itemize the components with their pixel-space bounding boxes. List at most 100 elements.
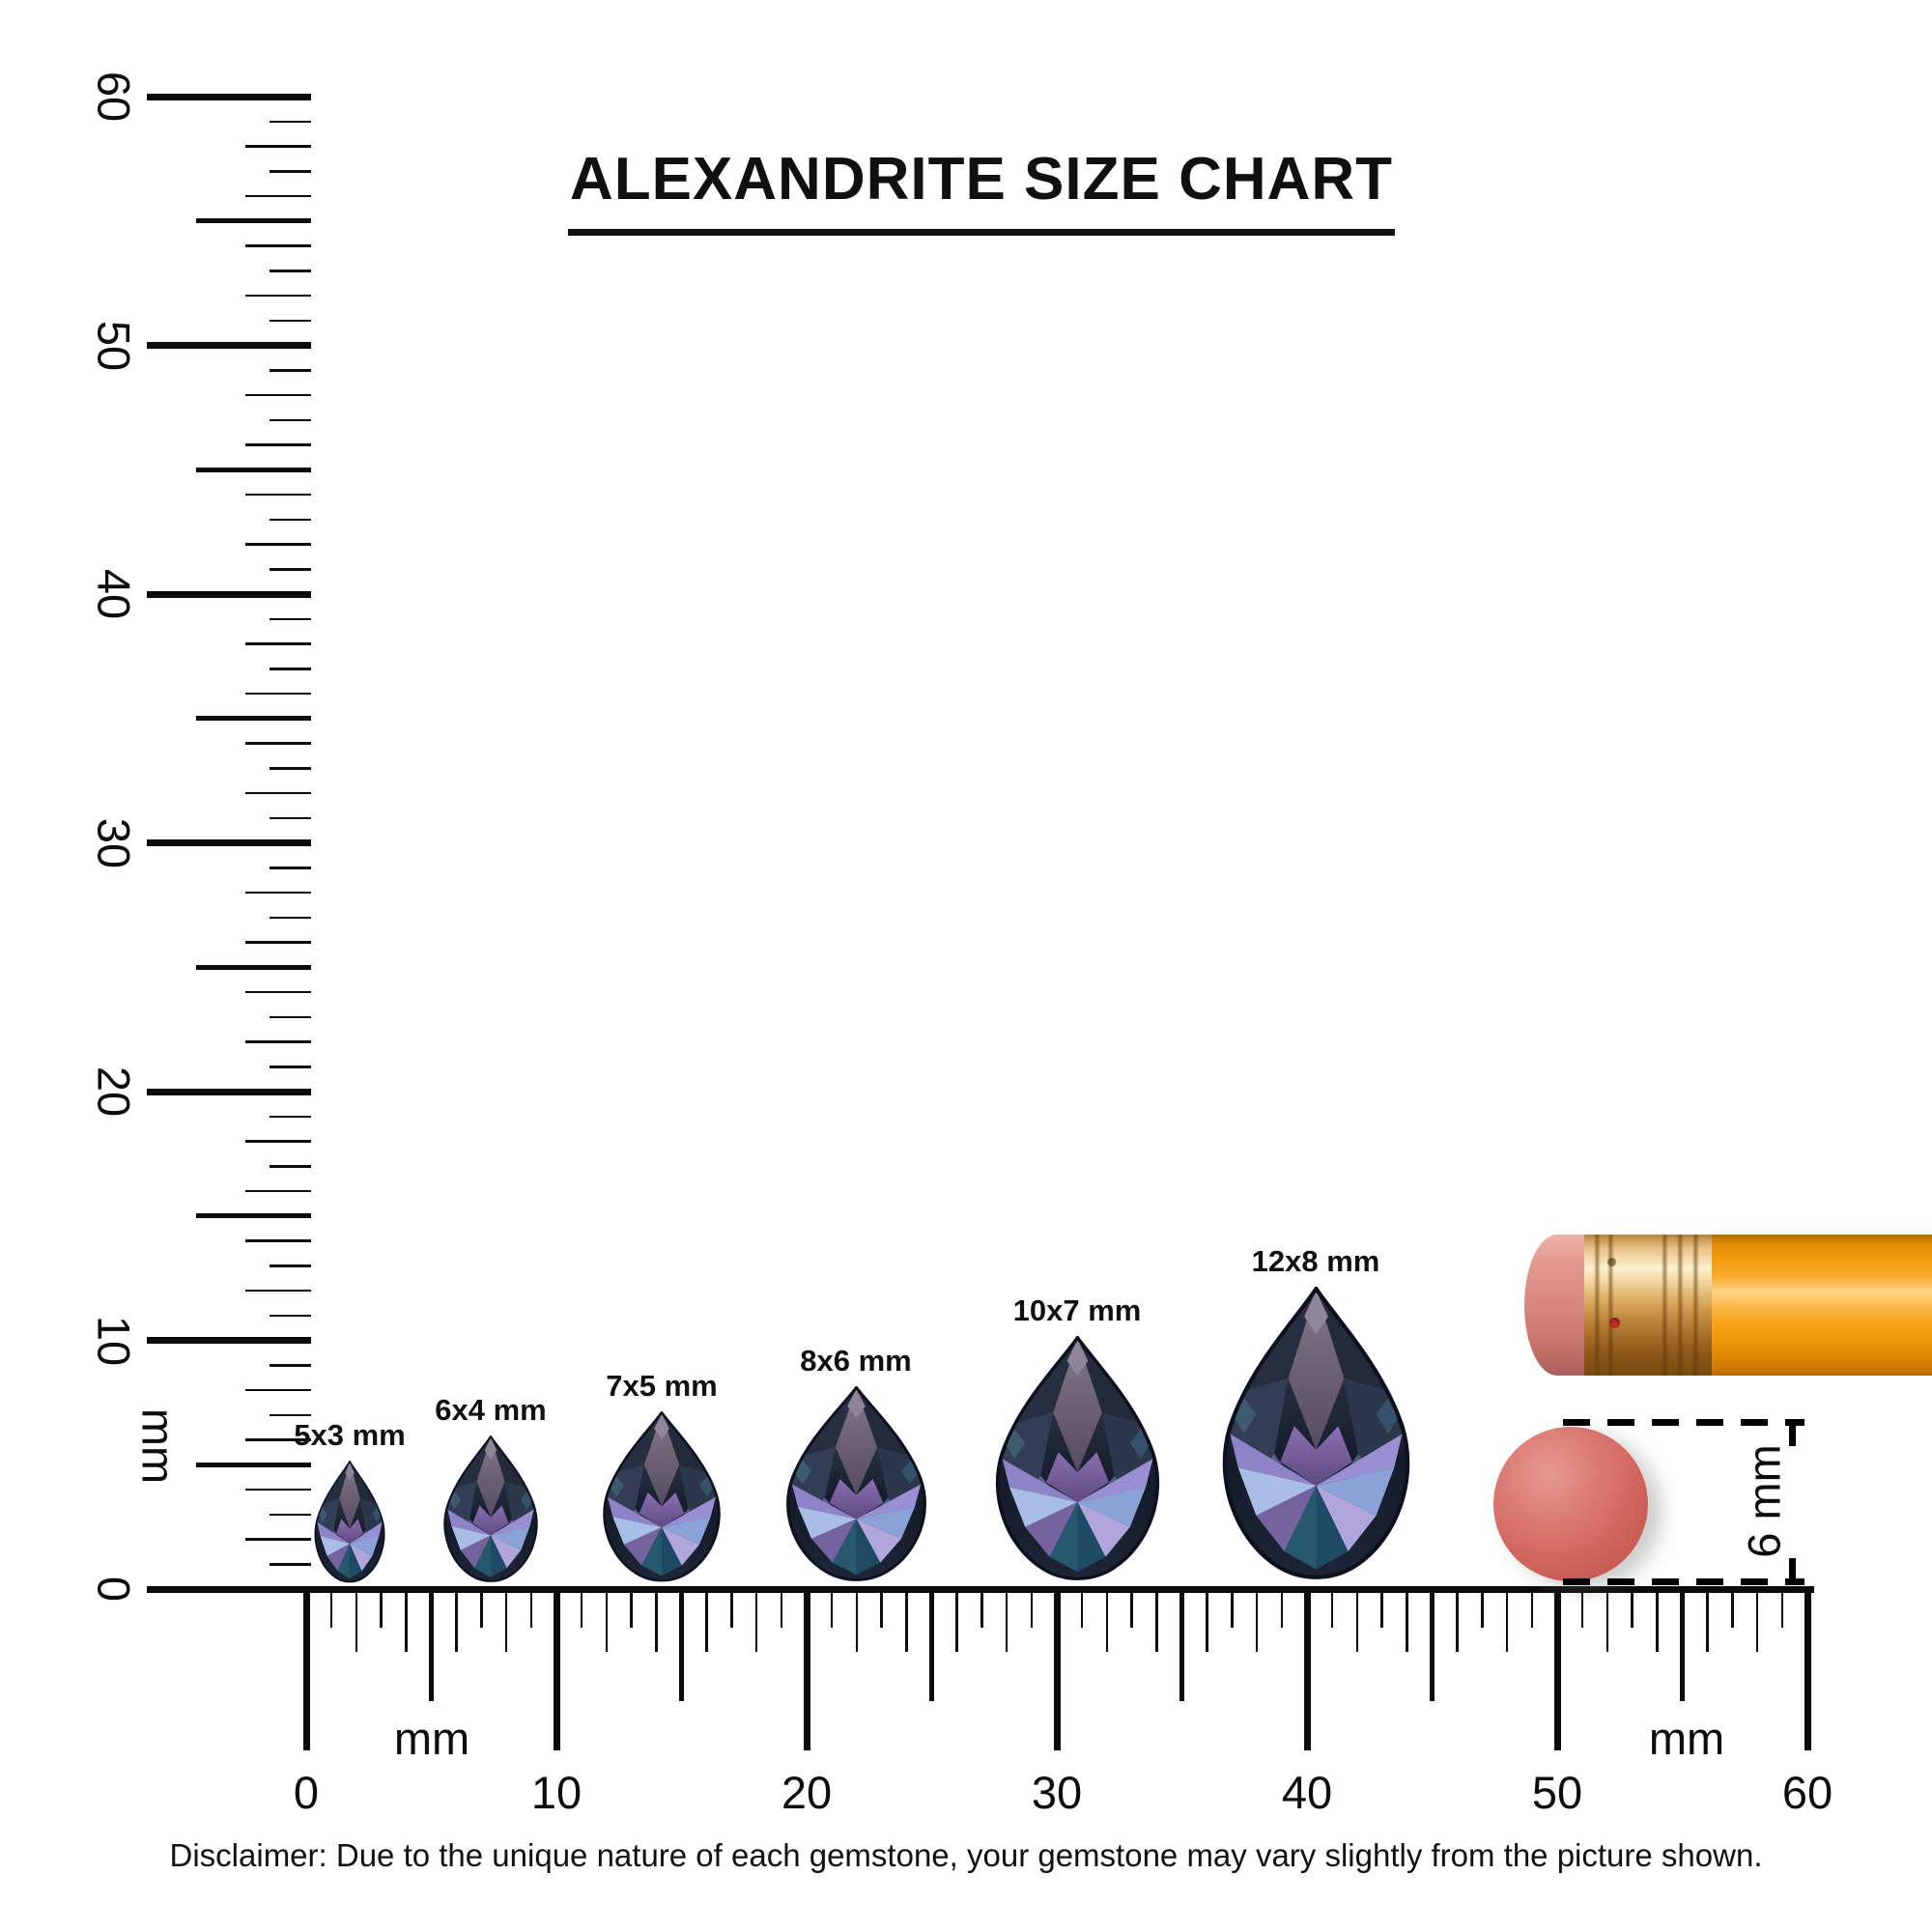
v-ruler-tick bbox=[147, 1088, 311, 1095]
pear-gem-illustration bbox=[443, 1435, 538, 1582]
h-ruler-tick bbox=[1080, 1586, 1084, 1628]
v-ruler-tick bbox=[270, 668, 311, 670]
v-ruler-number: 0 bbox=[88, 1576, 140, 1603]
h-ruler-tick bbox=[380, 1586, 383, 1628]
gem-6x4mm bbox=[440, 1435, 541, 1585]
h-ruler-tick bbox=[480, 1586, 483, 1628]
v-ruler-tick bbox=[196, 964, 311, 970]
h-ruler-tick bbox=[405, 1586, 408, 1652]
v-ruler-tick bbox=[245, 194, 311, 198]
h-ruler-tick bbox=[630, 1586, 633, 1628]
h-ruler-tick bbox=[1355, 1586, 1359, 1652]
gem-7x5mm bbox=[599, 1410, 724, 1585]
h-ruler-tick bbox=[605, 1586, 609, 1652]
h-ruler-tick bbox=[1680, 1586, 1685, 1701]
h-ruler-tick bbox=[1804, 1586, 1811, 1750]
pencil-ferrule bbox=[1584, 1235, 1712, 1376]
h-ruler-tick bbox=[803, 1586, 810, 1750]
h-ruler-tick bbox=[1456, 1586, 1459, 1652]
gem-size-label: 7x5 mm bbox=[606, 1369, 718, 1403]
v-ruler-tick bbox=[270, 369, 311, 372]
h-ruler-tick bbox=[679, 1586, 684, 1701]
h-ruler-tick bbox=[1005, 1586, 1009, 1652]
h-ruler-tick bbox=[1380, 1586, 1383, 1628]
round-eraser-disc bbox=[1493, 1427, 1648, 1581]
pear-gem-illustration bbox=[314, 1460, 385, 1583]
v-ruler-tick bbox=[147, 93, 311, 100]
v-ruler-tick bbox=[245, 543, 311, 546]
v-ruler-tick bbox=[245, 990, 311, 994]
h-ruler-tick bbox=[1505, 1586, 1509, 1652]
v-ruler-tick bbox=[245, 393, 311, 397]
h-ruler-tick bbox=[754, 1586, 758, 1652]
v-ruler-tick bbox=[245, 493, 311, 497]
v-ruler-tick bbox=[245, 1040, 311, 1043]
v-ruler-tick bbox=[196, 716, 311, 722]
h-ruler-number: 10 bbox=[530, 1767, 582, 1818]
measure-label: 6 mm bbox=[1738, 1444, 1790, 1558]
v-ruler-tick bbox=[270, 816, 311, 819]
gem-10x7mm bbox=[990, 1334, 1165, 1585]
v-ruler-tick bbox=[270, 1513, 311, 1516]
h-ruler-number: 20 bbox=[781, 1767, 833, 1818]
h-ruler-baseline bbox=[306, 1586, 1814, 1593]
h-ruler-tick bbox=[329, 1586, 333, 1628]
h-ruler-tick bbox=[1255, 1586, 1259, 1652]
h-ruler-tick bbox=[905, 1586, 908, 1652]
h-ruler-tick bbox=[1656, 1586, 1659, 1652]
h-ruler-tick bbox=[730, 1586, 733, 1628]
v-ruler-tick bbox=[245, 642, 311, 645]
v-ruler-tick bbox=[196, 1213, 311, 1219]
h-ruler-tick bbox=[1430, 1586, 1435, 1701]
v-ruler-tick bbox=[245, 443, 311, 446]
h-ruler-tick bbox=[429, 1586, 434, 1701]
v-ruler-tick bbox=[245, 1438, 311, 1441]
v-ruler-tick bbox=[245, 1538, 311, 1541]
h-ruler-tick bbox=[355, 1586, 358, 1652]
v-ruler-tick bbox=[245, 692, 311, 696]
v-ruler-tick bbox=[270, 867, 311, 869]
v-ruler-tick bbox=[245, 791, 311, 795]
ferrule-dimple bbox=[1607, 1258, 1616, 1266]
h-ruler-tick bbox=[1530, 1586, 1534, 1628]
ferrule-red-dot bbox=[1609, 1318, 1620, 1328]
v-ruler-tick bbox=[245, 1140, 311, 1143]
v-ruler-tick bbox=[270, 1015, 311, 1018]
h-ruler-number: 30 bbox=[1031, 1767, 1083, 1818]
v-ruler-tick bbox=[245, 244, 311, 247]
v-ruler-tick bbox=[270, 418, 311, 421]
v-ruler-number: 30 bbox=[88, 817, 140, 868]
ferrule-crimp bbox=[1594, 1235, 1601, 1376]
ferrule-crimp bbox=[1692, 1235, 1699, 1376]
v-ruler-tick bbox=[245, 891, 311, 895]
h-ruler-tick bbox=[455, 1586, 458, 1652]
h-ruler-tick bbox=[1553, 1586, 1561, 1750]
h-ruler-tick bbox=[980, 1586, 983, 1628]
ferrule-crimp bbox=[1662, 1235, 1668, 1376]
h-ruler-tick bbox=[1130, 1586, 1133, 1628]
h-ruler-tick bbox=[1481, 1586, 1484, 1628]
v-ruler-tick bbox=[270, 617, 311, 620]
h-ruler-tick bbox=[529, 1586, 533, 1628]
h-ruler-number: 0 bbox=[293, 1767, 320, 1818]
h-ruler-tick bbox=[504, 1586, 508, 1652]
page-title: ALEXANDRITE SIZE CHART bbox=[567, 145, 1396, 236]
h-ruler-tick bbox=[1330, 1586, 1334, 1628]
v-ruler-tick bbox=[147, 342, 311, 349]
h-ruler-tick bbox=[1303, 1586, 1311, 1750]
pencil bbox=[1524, 1235, 1932, 1376]
v-ruler-tick bbox=[270, 170, 311, 173]
gem-5x3mm bbox=[312, 1460, 387, 1585]
v-ruler-tick bbox=[245, 1289, 311, 1293]
h-ruler-number: 40 bbox=[1281, 1767, 1333, 1818]
h-ruler-tick bbox=[1280, 1586, 1284, 1628]
v-ruler-tick bbox=[245, 742, 311, 745]
v-ruler-tick bbox=[245, 1488, 311, 1492]
v-ruler-tick bbox=[147, 1585, 311, 1593]
h-ruler-tick bbox=[855, 1586, 859, 1652]
v-ruler-tick bbox=[245, 1189, 311, 1193]
h-ruler-tick bbox=[1179, 1586, 1184, 1701]
v-ruler-tick bbox=[270, 319, 311, 322]
h-ruler-tick bbox=[1105, 1586, 1109, 1652]
